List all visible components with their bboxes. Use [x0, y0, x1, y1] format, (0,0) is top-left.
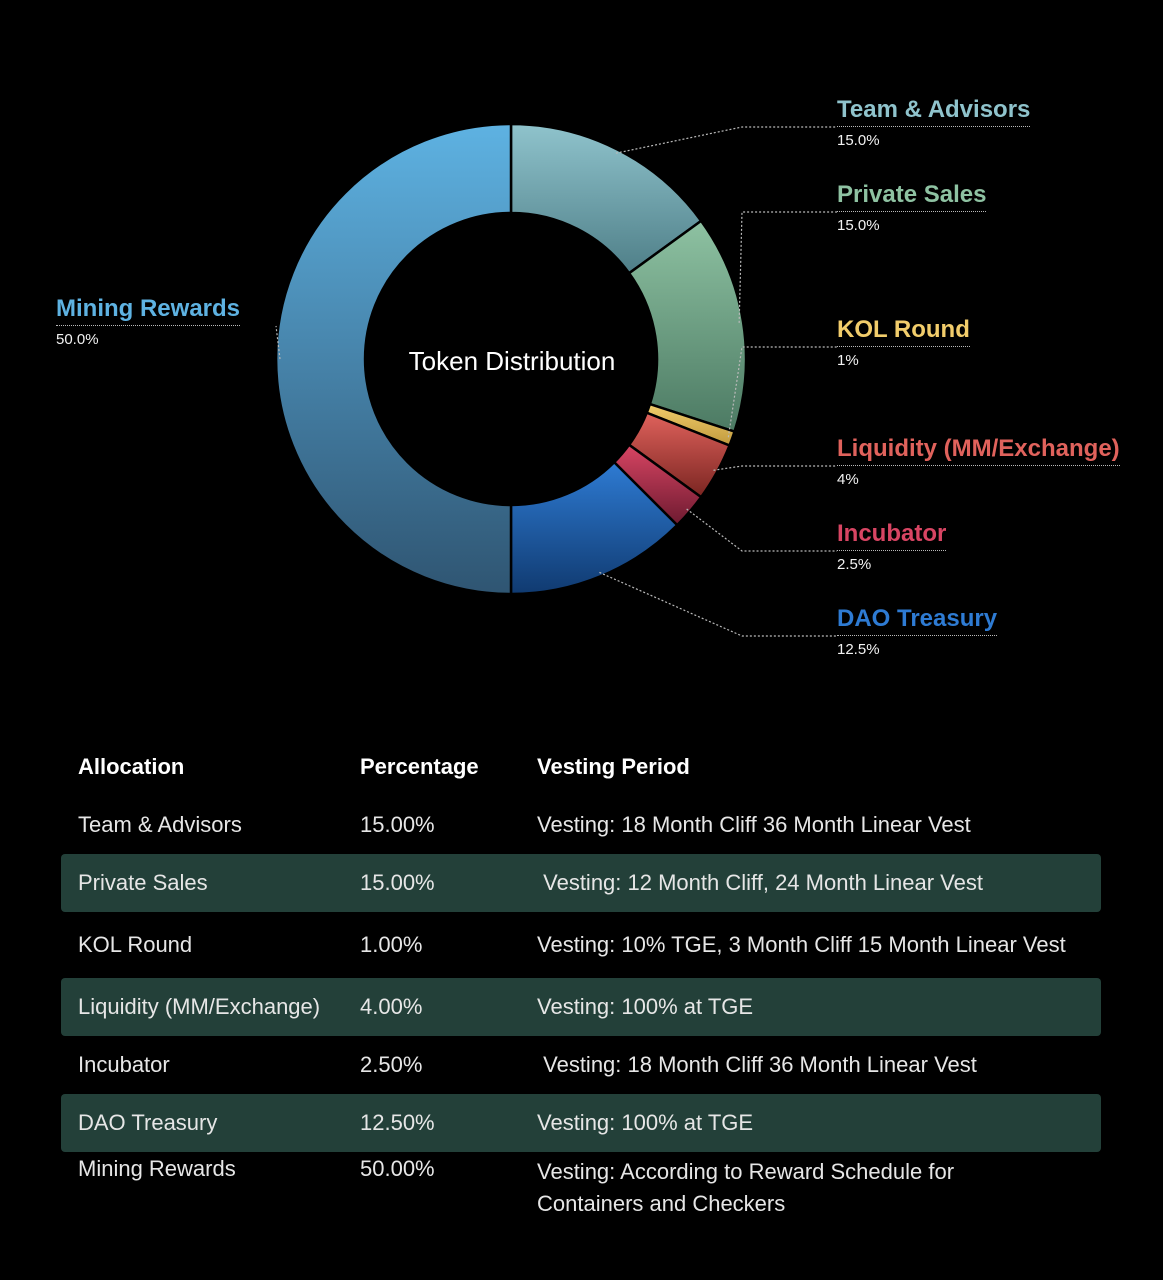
label-name: Mining Rewards: [56, 295, 241, 326]
cell-vesting-period: Vesting: According to Reward Schedule fo…: [537, 1159, 961, 1216]
label-incubator: Incubator 2.5%: [837, 520, 947, 575]
cell-allocation: Team & Advisors: [78, 812, 242, 837]
table-row: KOL Round 1.00% Vesting: 10% TGE, 3 Month …: [61, 912, 1101, 978]
cell-percentage: 50.00%: [360, 1156, 435, 1181]
leader-line-private-sales: [738, 211, 837, 323]
label-liquidity-mm-exchange: Liquidity (MM/Exchange) 4%: [837, 435, 1120, 490]
cell-percentage: 4.00%: [360, 994, 423, 1019]
cell-vesting-period: Vesting: 18 Month Cliff 36 Month Linear …: [537, 812, 971, 837]
cell-allocation: Mining Rewards: [78, 1156, 236, 1181]
label-percent: 12.5%: [837, 641, 880, 658]
cell-vesting-period: Vesting: 100% at TGE: [537, 1110, 754, 1135]
label-kol-round: KOL Round 1%: [837, 316, 970, 371]
cell-percentage: 15.00%: [360, 812, 435, 837]
table-row: Team & Advisors 15.00% Vesting: 18 Month C…: [61, 796, 1101, 854]
leader-line-team-advisors: [615, 126, 837, 154]
cell-percentage: 15.00%: [360, 870, 435, 895]
donut-chart: [274, 122, 837, 637]
table-row: Liquidity (MM/Exchange) 4.00% Vesting: 100…: [61, 978, 1101, 1036]
table-header: Allocation Percentage Vesting Period: [61, 738, 1101, 796]
cell-vesting-period: Vesting: 12 Month Cliff, 24 Month Linear…: [537, 870, 983, 895]
leader-line-incubator: [686, 508, 837, 552]
label-name: Liquidity (MM/Exchange): [837, 435, 1120, 466]
cell-allocation: Private Sales: [78, 870, 208, 895]
header-allocation: Allocation: [78, 754, 185, 779]
label-percent: 4%: [837, 471, 859, 488]
table-row: Incubator 2.50% Vesting: 18 Month Cliff 3…: [61, 1036, 1101, 1094]
label-dao-treasury: DAO Treasury 12.5%: [837, 605, 998, 660]
cell-vesting-period: Vesting: 18 Month Cliff 36 Month Linear …: [537, 1052, 977, 1077]
header-vesting-period: Vesting Period: [537, 754, 690, 779]
label-percent: 15.0%: [837, 132, 880, 149]
label-team-advisors: Team & Advisors 15.0%: [837, 96, 1031, 151]
chart-title: Token Distribution: [408, 346, 616, 376]
label-name: KOL Round: [837, 316, 970, 347]
leader-line-mining-rewards: [275, 325, 281, 360]
label-name: Incubator: [837, 520, 947, 551]
label-percent: 2.5%: [837, 556, 872, 573]
cell-allocation: KOL Round: [78, 932, 193, 957]
label-name: Team & Advisors: [837, 96, 1031, 127]
label-private-sales: Private Sales 15.0%: [837, 181, 987, 236]
cell-allocation: Incubator: [78, 1052, 170, 1077]
cell-allocation: Liquidity (MM/Exchange): [78, 994, 321, 1019]
cell-allocation: DAO Treasury: [78, 1110, 218, 1135]
cell-vesting-period: Vesting: 10% TGE, 3 Month Cliff 15 Month…: [537, 932, 1066, 957]
slice-mining-rewards: [274, 122, 513, 596]
label-percent: 15.0%: [837, 217, 880, 234]
table-row: Private Sales 15.00% Vesting: 12 Month Cl…: [61, 854, 1101, 912]
cell-vesting-period: Vesting: 100% at TGE: [537, 994, 754, 1019]
label-percent: 50.0%: [56, 331, 99, 348]
leader-line-liquidity-mm-exchange: [713, 465, 837, 471]
header-percentage: Percentage: [360, 754, 479, 779]
label-name: Private Sales: [837, 181, 987, 212]
label-mining-rewards: Mining Rewards 50.0%: [56, 295, 241, 350]
table-body: Team & Advisors 15.00% Vesting: 18 Month C…: [61, 796, 1101, 1242]
allocation-table: Allocation Percentage Vesting Period Tea…: [61, 738, 1101, 1242]
cell-percentage: 2.50%: [360, 1052, 423, 1077]
leader-line-dao-treasury: [599, 571, 837, 637]
label-percent: 1%: [837, 352, 859, 369]
cell-percentage: 12.50%: [360, 1110, 435, 1135]
table-row: DAO Treasury 12.50% Vesting: 100% at TGE: [61, 1094, 1101, 1152]
table-row: Mining Rewards 50.00% Vesting: According t…: [61, 1152, 1101, 1242]
cell-percentage: 1.00%: [360, 932, 423, 957]
token-distribution-chart: Token Distribution Team & Advisors 15.0% P…: [56, 96, 1120, 660]
label-name: DAO Treasury: [837, 605, 998, 636]
